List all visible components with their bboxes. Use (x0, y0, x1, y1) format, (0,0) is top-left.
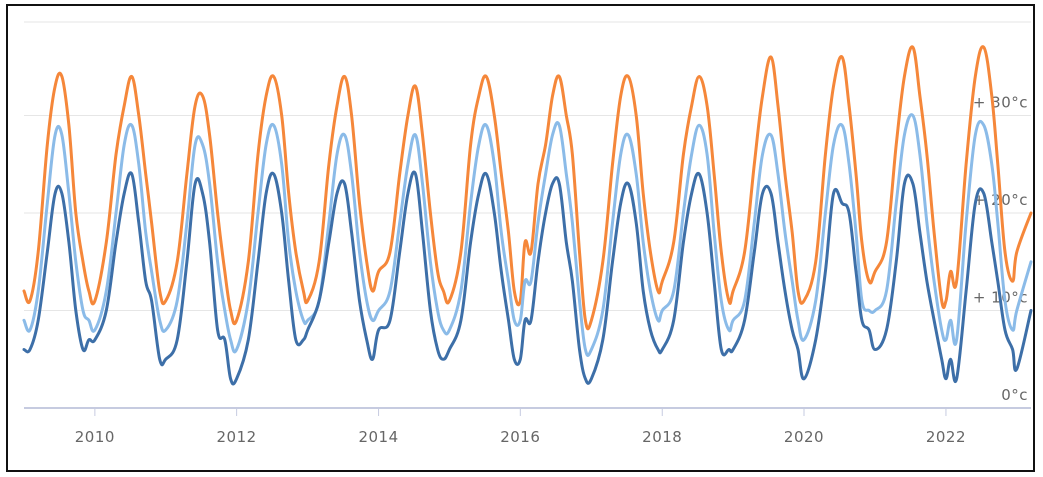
x-tick-label: 2022 (926, 428, 966, 446)
x-tick-label: 2014 (358, 428, 398, 446)
chart-frame: 0°c + 10°c + 20°c + 30°c 2010 2012 2014 2016 201… (6, 4, 1035, 472)
series-line-min (22, 170, 1033, 386)
x-tick-label: 2018 (642, 428, 682, 446)
series-line-max (22, 45, 1033, 331)
y-tick-label: 0°c (1001, 386, 1028, 404)
x-tick-label: 2020 (784, 428, 824, 446)
series-line-mean (22, 113, 1033, 357)
x-tick-label: 2012 (217, 428, 257, 446)
x-tick-label: 2016 (500, 428, 540, 446)
y-tick-label: + 30°c (973, 94, 1028, 112)
x-tick-label: 2010 (75, 428, 115, 446)
